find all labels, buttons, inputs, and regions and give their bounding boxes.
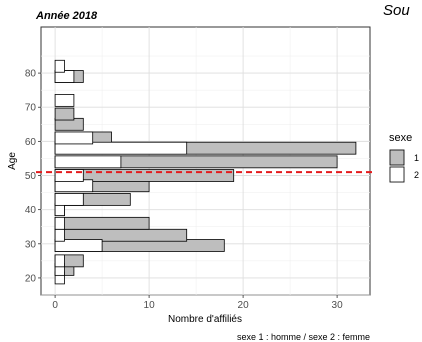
clipped-text: Sou	[383, 2, 410, 19]
bar-sexe-2	[54, 169, 84, 182]
bar-sexe-1	[54, 107, 75, 121]
bar-sexe-2	[54, 239, 103, 252]
legend-title: sexe	[389, 132, 412, 144]
y-axis: 20 30 40 50 60 70 80	[25, 69, 41, 284]
legend-label-sexe-1: 1	[414, 153, 419, 163]
y-axis-title: Age	[7, 152, 18, 170]
x-tick-label: 30	[332, 300, 344, 311]
bar-sexe-2	[54, 254, 65, 268]
y-tick-label: 80	[25, 69, 37, 80]
bar-sexe-2	[54, 216, 65, 230]
bar-sexe-2	[54, 193, 84, 206]
y-tick-label: 70	[25, 103, 37, 114]
y-tick-label: 40	[25, 205, 37, 216]
y-tick-label: 60	[25, 137, 37, 148]
bar-sexe-2	[54, 131, 94, 145]
bar-sexe-2	[54, 141, 188, 155]
legend-label-sexe-2: 2	[414, 170, 419, 180]
caption: sexe 1 : homme / sexe 2 : femme	[237, 332, 370, 342]
bars	[54, 59, 357, 285]
bar-sexe-2	[54, 94, 75, 107]
legend-key-sexe-1	[389, 149, 405, 166]
y-tick-label: 20	[25, 273, 37, 284]
bar-sexe-2	[54, 59, 65, 73]
x-axis: 0 10 20 30	[52, 295, 343, 311]
legend: sexe 1 2	[389, 132, 419, 183]
legend-key-sexe-2	[389, 166, 405, 183]
x-tick-label: 20	[238, 300, 250, 311]
x-tick-label: 10	[144, 300, 156, 311]
bar-sexe-2	[54, 155, 122, 169]
x-axis-title: Nombre d'affiliés	[168, 314, 242, 325]
y-tick-label: 50	[25, 171, 37, 182]
chart-title: Année 2018	[35, 10, 98, 22]
y-tick-label: 30	[25, 239, 37, 250]
bar-sexe-2	[54, 228, 65, 242]
x-tick-label: 0	[52, 300, 58, 311]
bar-sexe-1	[54, 216, 150, 230]
